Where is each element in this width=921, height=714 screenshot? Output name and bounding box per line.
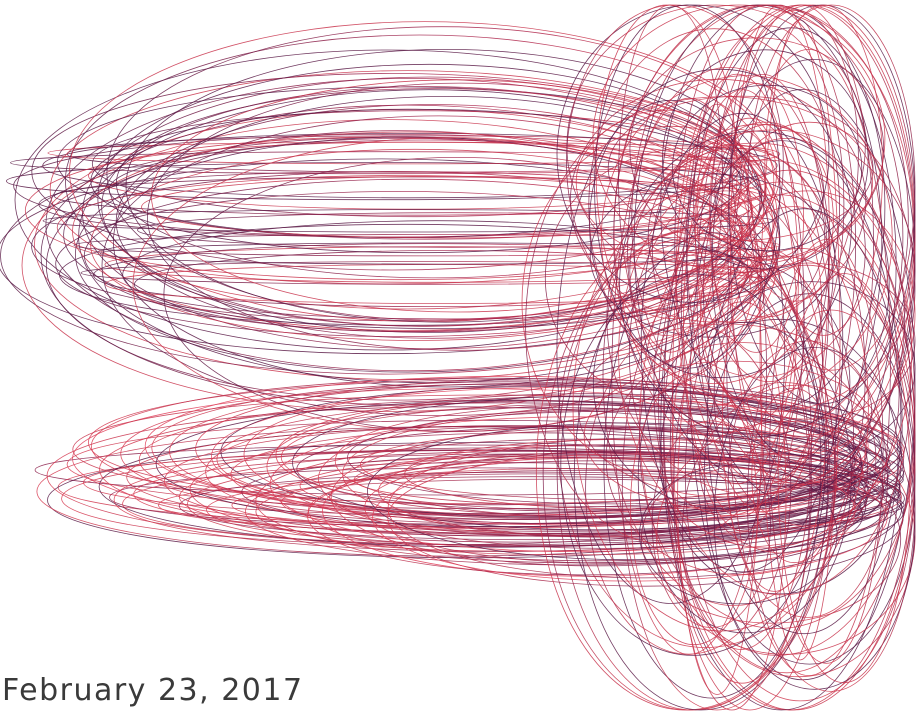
right-ring [601, 75, 893, 399]
right-ring [640, 454, 902, 624]
date-caption: February 23, 2017 [2, 673, 304, 708]
right-ring [592, 4, 886, 274]
right-ring [706, 208, 902, 635]
upper-ellipse [72, 131, 743, 331]
right-ring [673, 301, 811, 684]
upper-ellipse [13, 133, 767, 238]
lower-ellipse [372, 453, 888, 582]
right-ring [583, 360, 883, 512]
right-ring [573, 249, 829, 711]
right-ring [618, 159, 913, 549]
right-ring [713, 264, 900, 527]
lower-ellipse [387, 437, 903, 579]
upper-ellipse [115, 88, 750, 279]
right-ring [633, 4, 883, 481]
lower-ellipse [72, 394, 905, 505]
right-ring [769, 239, 884, 664]
upper-ellipse [106, 26, 777, 321]
right-ring [672, 103, 763, 695]
right-ring [575, 96, 874, 269]
upper-ellipse [113, 95, 781, 388]
lower-ellipse [187, 456, 856, 552]
right-ring [560, 273, 826, 656]
lower-ellipse [163, 425, 856, 537]
upper-ellipse [42, 209, 774, 233]
right-ring [730, 10, 859, 302]
upper-ellipse [104, 246, 778, 283]
lower-ellipse [243, 384, 856, 524]
right-ring [592, 256, 851, 510]
right-ring-group [521, 4, 916, 711]
right-ring [618, 4, 723, 353]
right-ring [675, 73, 799, 485]
right-ring [578, 323, 873, 498]
right-ring [605, 342, 877, 576]
upper-ellipse [31, 72, 753, 271]
right-ring [521, 125, 823, 479]
lower-ellipse [330, 426, 867, 567]
lower-ellipse [404, 438, 864, 510]
lower-ellipse [120, 383, 891, 525]
upper-ellipse [45, 78, 774, 372]
lower-ellipse [178, 471, 890, 541]
lower-ellipse [292, 395, 904, 531]
upper-ellipse [49, 70, 767, 310]
right-ring [566, 4, 784, 320]
right-ring [777, 273, 911, 684]
right-ring [594, 4, 781, 369]
right-ring [671, 84, 863, 252]
right-ring [585, 322, 792, 655]
right-ring [696, 121, 834, 318]
right-ring [595, 4, 738, 337]
right-ring [630, 372, 759, 646]
upper-ellipse [82, 76, 778, 350]
right-ring [557, 226, 855, 649]
right-ring [607, 95, 874, 241]
right-ring [663, 117, 837, 711]
right-ring [701, 262, 916, 420]
right-ring [764, 4, 883, 336]
lower-ellipse [353, 451, 904, 508]
right-ring [680, 89, 805, 532]
lower-ellipse [318, 408, 889, 549]
right-ring [714, 124, 824, 260]
right-ring [629, 129, 916, 413]
upper-ellipse [163, 156, 752, 432]
right-ring [629, 37, 885, 261]
lower-ellipse [113, 447, 882, 552]
upper-ellipse [133, 250, 763, 320]
upper-ellipse [10, 151, 761, 175]
right-ring [639, 464, 838, 605]
upper-ellipse [115, 104, 749, 339]
right-ring [660, 140, 903, 711]
upper-ellipse [137, 212, 766, 248]
right-ring [651, 123, 866, 378]
right-ring [588, 28, 840, 385]
upper-ellipse [83, 178, 742, 333]
lower-ellipse [378, 444, 856, 538]
right-ring [759, 19, 841, 661]
upper-ellipse [21, 119, 761, 412]
lower-ellipse [220, 386, 868, 518]
right-ring [572, 182, 869, 632]
upper-ellipse [91, 110, 741, 218]
right-ring [696, 73, 830, 513]
right-ring [747, 4, 916, 371]
right-ring [640, 112, 844, 573]
right-ring [621, 264, 812, 711]
right-ring [747, 309, 916, 692]
right-ring [662, 49, 869, 270]
lower-ellipse [87, 379, 901, 506]
upper-ellipse [90, 108, 742, 254]
upper-ellipse [14, 49, 761, 351]
right-ring [606, 142, 906, 496]
upper-ellipse [93, 243, 767, 308]
upper-ellipse [146, 82, 775, 351]
